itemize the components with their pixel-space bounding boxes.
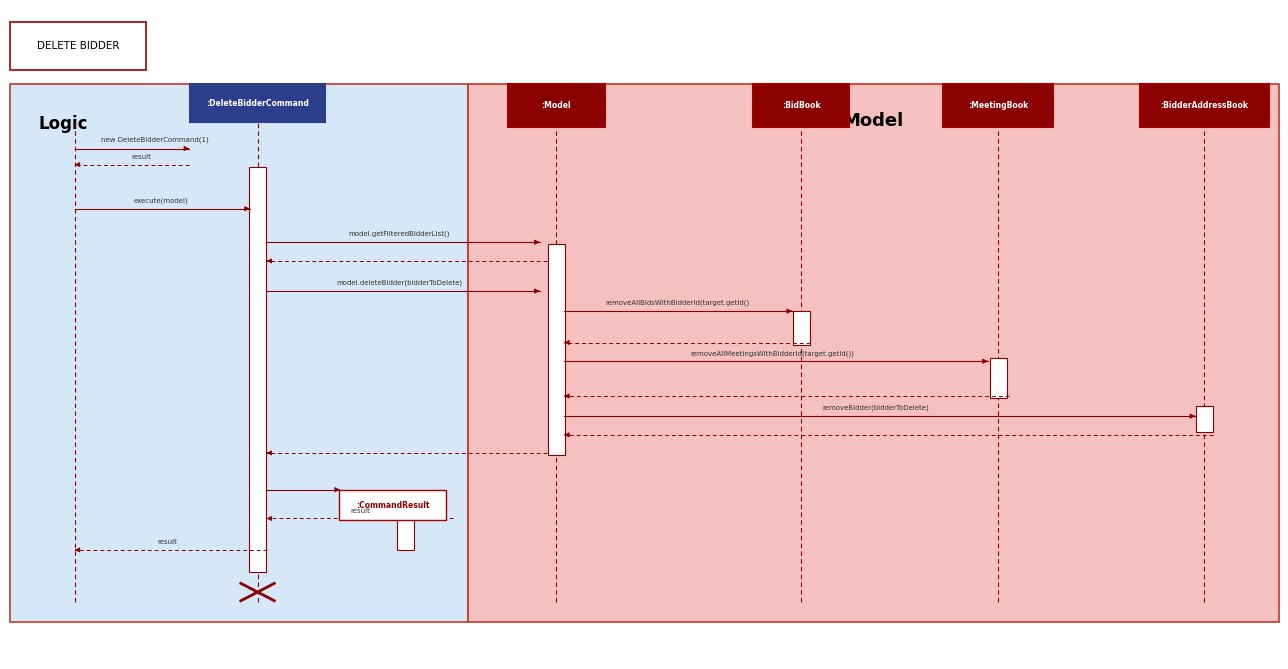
FancyBboxPatch shape [10, 22, 146, 70]
FancyBboxPatch shape [397, 518, 413, 550]
Text: model.getFilteredBidderList(): model.getFilteredBidderList() [349, 231, 450, 237]
FancyBboxPatch shape [792, 311, 809, 345]
Text: Logic: Logic [39, 115, 88, 132]
FancyBboxPatch shape [250, 167, 267, 572]
FancyBboxPatch shape [507, 84, 605, 127]
FancyBboxPatch shape [990, 358, 1007, 398]
Text: result: result [131, 154, 152, 160]
FancyBboxPatch shape [547, 244, 564, 455]
FancyBboxPatch shape [752, 84, 849, 127]
Text: :BidderAddressBook: :BidderAddressBook [1160, 101, 1248, 110]
FancyBboxPatch shape [1140, 84, 1269, 127]
FancyBboxPatch shape [10, 84, 468, 622]
Text: :MeetingBook: :MeetingBook [969, 101, 1028, 110]
Text: result: result [350, 508, 371, 514]
FancyBboxPatch shape [191, 84, 325, 122]
Text: removeAllMeetingsWithBidderId(target.getId()): removeAllMeetingsWithBidderId(target.get… [690, 350, 855, 357]
FancyBboxPatch shape [943, 84, 1054, 127]
FancyBboxPatch shape [340, 490, 446, 520]
Text: Model: Model [842, 112, 904, 130]
Text: result: result [157, 539, 178, 545]
Text: :Model: :Model [541, 101, 572, 110]
Text: :CommandResult: :CommandResult [355, 500, 430, 510]
FancyBboxPatch shape [468, 84, 1279, 622]
FancyBboxPatch shape [1195, 406, 1213, 432]
Text: removeBidder(bidderToDelete): removeBidder(bidderToDelete) [823, 405, 929, 411]
Text: DELETE BIDDER: DELETE BIDDER [36, 41, 120, 51]
Text: removeAllBidsWithBidderId(target.getId(): removeAllBidsWithBidderId(target.getId() [605, 300, 750, 306]
Text: new DeleteBidderCommand(1): new DeleteBidderCommand(1) [100, 136, 209, 143]
Text: model.deleteBidder(bidderToDelete): model.deleteBidder(bidderToDelete) [336, 280, 462, 286]
Text: execute(model): execute(model) [134, 197, 188, 204]
Text: :BidBook: :BidBook [782, 101, 820, 110]
Text: :DeleteBidderCommand: :DeleteBidderCommand [206, 98, 309, 108]
